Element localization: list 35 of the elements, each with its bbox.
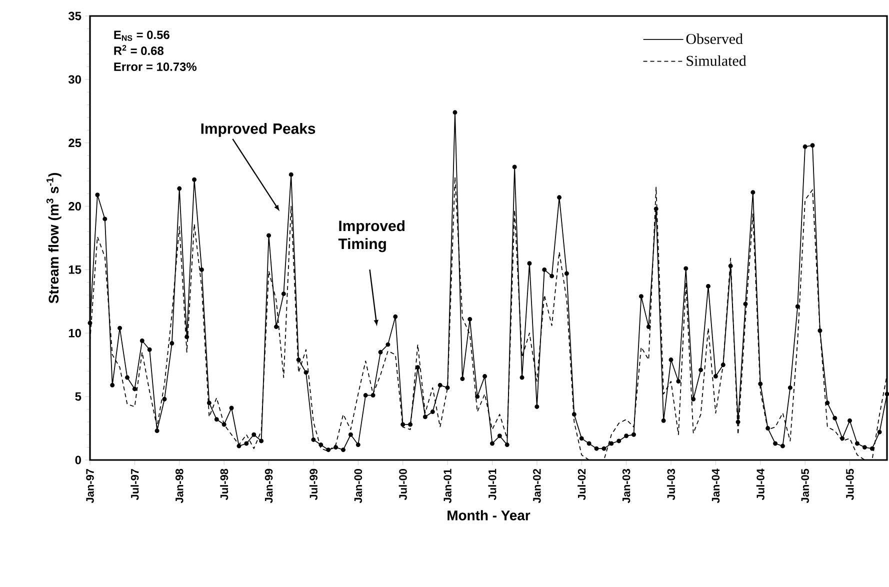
y-tick-label: 30 bbox=[68, 75, 81, 84]
legend-label: Simulated bbox=[686, 55, 746, 66]
x-tick-label: Jul-98 bbox=[220, 468, 228, 500]
x-tick-label: Jan-05 bbox=[801, 468, 809, 504]
y-tick-label: 5 bbox=[75, 392, 82, 401]
annotation: Improved Timing bbox=[338, 220, 404, 252]
x-tick-label: Jul-05 bbox=[846, 468, 854, 500]
x-tick-label: Jul-01 bbox=[488, 468, 496, 500]
x-tick-label: Jan-99 bbox=[264, 468, 273, 504]
x-tick-label: Jan-03 bbox=[622, 468, 630, 504]
x-tick-label: Jan-01 bbox=[444, 468, 452, 504]
x-tick-label: Jan-00 bbox=[354, 468, 362, 504]
y-tick-label: 35 bbox=[68, 12, 82, 20]
annotation: R$^{2}$ = 0.68 bbox=[114, 45, 164, 56]
y-tick-label: 25 bbox=[68, 138, 82, 148]
x-tick-label: Jan-98 bbox=[176, 468, 184, 504]
x-tick-label: Jan-97 bbox=[86, 469, 94, 504]
x-axis-title: Month - Year bbox=[448, 510, 530, 520]
y-tick-label: 10 bbox=[68, 328, 81, 338]
y-axis-title: Stream flow (m$^{3}$ s$^{-1}$) bbox=[46, 173, 62, 304]
x-tick-label: Jul-03 bbox=[666, 468, 676, 500]
annotation: E$_{NS}$ = 0.56 bbox=[114, 30, 170, 41]
x-tick-label: Jan-04 bbox=[712, 468, 720, 504]
x-tick-label: Jul-00 bbox=[398, 468, 407, 500]
x-tick-label: Jul-99 bbox=[309, 468, 318, 500]
y-tick-label: 0 bbox=[75, 456, 81, 464]
y-tick-label: 20 bbox=[68, 202, 81, 211]
y-tick-label: 15 bbox=[68, 266, 82, 274]
x-tick-label: Jul-02 bbox=[578, 468, 586, 500]
annotation: Error = 10.73% bbox=[114, 62, 197, 71]
x-tick-label: Jul-04 bbox=[756, 468, 764, 500]
x-tick-label: Jan-02 bbox=[533, 468, 541, 504]
annotation: Improved Peaks bbox=[201, 122, 316, 137]
x-tick-label: Jul-97 bbox=[130, 469, 139, 500]
legend-label: Observed bbox=[686, 34, 743, 44]
